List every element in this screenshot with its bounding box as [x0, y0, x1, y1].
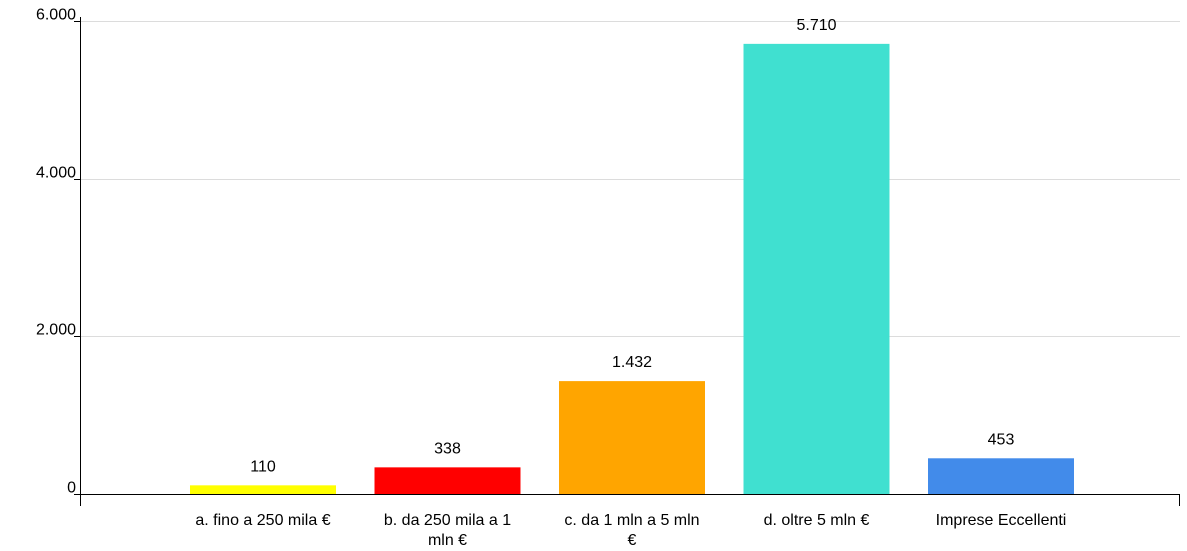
- bar[interactable]: [374, 467, 521, 494]
- data-label: 5.710: [796, 17, 836, 34]
- bar[interactable]: [743, 43, 890, 495]
- x-tick-label-line: a. fino a 250 mila €: [195, 512, 330, 529]
- bar-layer: [190, 43, 1074, 495]
- bar[interactable]: [190, 485, 336, 494]
- x-tick-label-line: d. oltre 5 mln €: [764, 512, 870, 529]
- x-tick-label-line: b. da 250 mila a 1: [384, 512, 511, 529]
- y-tick-label: 6.000: [36, 7, 76, 24]
- y-tick-label: 4.000: [36, 165, 76, 182]
- axis-layer: [74, 17, 1180, 506]
- grid-layer: [80, 21, 1180, 337]
- label-layer: 0 2.000 4.000 6.000 110 a. fino a 250 mila € 3…: [36, 7, 1066, 550]
- bar[interactable]: [928, 458, 1074, 494]
- y-tick-label: 0: [67, 480, 76, 497]
- x-tick-label: Imprese Eccellenti: [936, 512, 1067, 529]
- data-label: 1.432: [612, 354, 652, 371]
- x-tick-label: b. da 250 mila a 1 mln €: [384, 512, 511, 549]
- bar[interactable]: [559, 381, 705, 494]
- data-label: 338: [434, 440, 461, 457]
- data-label: 453: [988, 431, 1015, 448]
- data-label: 110: [250, 458, 276, 475]
- x-tick-label-line: €: [628, 532, 637, 549]
- x-tick-label: a. fino a 250 mila €: [195, 512, 330, 529]
- x-tick-label-line: Imprese Eccellenti: [936, 512, 1067, 529]
- y-tick-label: 2.000: [36, 322, 76, 339]
- x-tick-label: d. oltre 5 mln €: [764, 512, 870, 529]
- x-tick-label-line: mln €: [428, 532, 467, 549]
- x-tick-label-line: c. da 1 mln a 5 mln: [564, 512, 699, 529]
- x-tick-label: c. da 1 mln a 5 mln €: [564, 512, 699, 549]
